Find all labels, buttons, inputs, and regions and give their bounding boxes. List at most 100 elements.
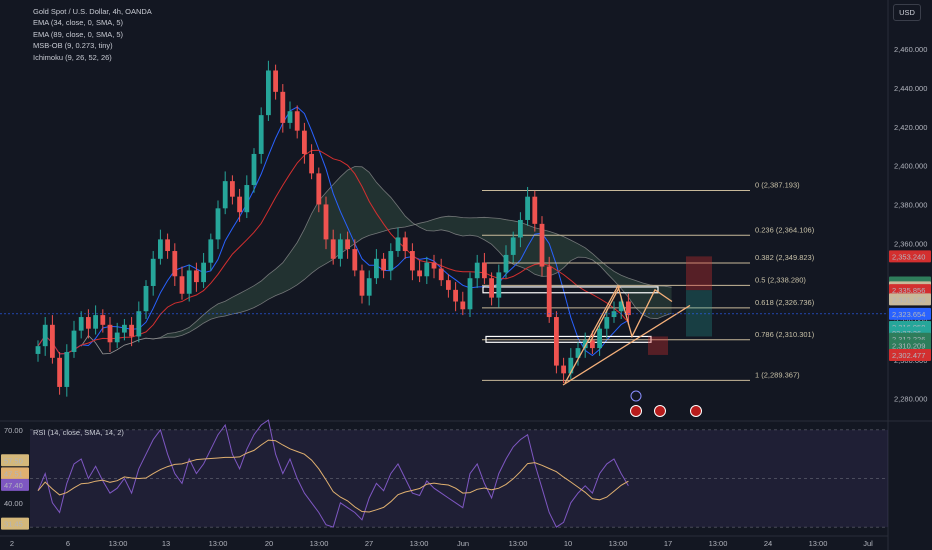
candle-body: [467, 278, 473, 310]
candle-body: [402, 237, 408, 252]
candle-body: [510, 237, 516, 255]
rsi-tick-label: 70.00: [4, 426, 23, 435]
candle-body: [395, 237, 401, 252]
candle-body: [597, 328, 602, 349]
candle-body: [338, 239, 343, 259]
trendline-support: [562, 304, 691, 386]
fib-level-label: 0.382 (2,349.823): [755, 253, 815, 262]
candle-body: [222, 181, 228, 209]
candle-body: [136, 311, 142, 337]
candle-body: [618, 301, 624, 312]
indicator-msb-ob[interactable]: MSB-OB (9, 0.273, tiny): [33, 41, 113, 51]
price-tag: [889, 339, 931, 352]
candle-body: [258, 115, 264, 154]
candle-body: [359, 270, 365, 296]
price-tick-label: 2,440.000: [894, 84, 927, 93]
fib-level-label: 0.618 (2,326.736): [755, 298, 815, 307]
candle-body: [568, 357, 574, 374]
time-tick-label: 13:00: [609, 539, 628, 548]
rsi-tag-label: 47.40: [4, 481, 23, 490]
candle-body: [575, 348, 581, 358]
candle-body: [122, 324, 127, 333]
fib-level-label: 1 (2,289.367): [755, 370, 800, 379]
time-tick-label: 13:00: [310, 539, 329, 548]
candle-body: [561, 365, 566, 374]
candle-body: [453, 289, 458, 302]
rsi-tag: [1, 454, 29, 467]
candle-body: [438, 268, 444, 281]
time-tick-label: 6: [66, 539, 70, 548]
candle-body: [482, 262, 487, 279]
candle-body: [474, 262, 480, 279]
rsi-tag-label: 31.45: [4, 520, 23, 529]
rsi-tag: [1, 478, 29, 491]
indicator-ema34[interactable]: EMA (34, close, 0, SMA, 5): [33, 18, 124, 28]
order-block-upper: [482, 286, 659, 294]
time-tick-label: Jul: [863, 539, 873, 548]
stop-loss-zone: [686, 256, 712, 291]
price-tag-label: 2,310.209: [892, 342, 925, 351]
economic-event-flag-icon: [690, 405, 702, 417]
candle-body: [410, 251, 415, 271]
candle-body: [532, 196, 538, 224]
candle-body: [129, 324, 134, 337]
candle-body: [280, 91, 286, 123]
time-tick-label: 2: [10, 539, 14, 548]
rsi-tick-label: 40.00: [4, 499, 23, 508]
price-tag-label: 2,302.477: [892, 351, 925, 360]
candle-body: [244, 185, 250, 213]
rsi-ma-line: [37, 439, 629, 513]
rsi-tag: [1, 517, 29, 530]
symbol-title[interactable]: Gold Spot / U.S. Dollar, 4h, OANDA: [33, 7, 152, 16]
candle-body: [78, 317, 84, 331]
price-tick-label: 2,420.000: [894, 123, 927, 132]
candle-body: [50, 324, 55, 358]
candle-body: [86, 317, 91, 329]
candle-body: [366, 278, 372, 296]
indicator-ema89[interactable]: EMA (89, close, 0, SMA, 5): [33, 29, 124, 39]
candle-body: [107, 324, 113, 343]
candle-body: [93, 315, 98, 329]
indicator-ichimoku[interactable]: Ichimoku (9, 26, 52, 26): [33, 52, 112, 62]
candle-body: [388, 251, 394, 271]
candle-body: [352, 249, 358, 271]
time-tick-label: 24: [764, 539, 772, 548]
candle-body: [546, 266, 552, 318]
candle-body: [330, 239, 336, 259]
harmonic-pattern: [564, 284, 673, 384]
time-tick-label: 17: [664, 539, 672, 548]
candle-body: [150, 258, 156, 286]
rsi-tag: [1, 467, 29, 480]
ichimoku-cloud: [81, 166, 672, 354]
time-tick-label: 13:00: [109, 539, 128, 548]
candle-body: [208, 239, 214, 263]
price-tag: [889, 250, 931, 263]
candle-body: [323, 204, 329, 240]
time-tick-label: 13:00: [209, 539, 228, 548]
candle-body: [539, 223, 545, 267]
candle-body: [158, 239, 163, 259]
time-tick-label: 27: [365, 539, 373, 548]
rsi-legend[interactable]: RSI (14, close, SMA, 14, 2): [33, 428, 124, 437]
time-tick-label: Jun: [457, 539, 469, 548]
price-tag-label: 2,335.856: [892, 286, 925, 295]
candle-body: [309, 153, 314, 174]
candle-body: [496, 272, 502, 298]
fib-level-label: 0 (2,387.193): [755, 180, 800, 189]
candle-body: [42, 324, 48, 347]
time-tick-label: 13:00: [809, 539, 828, 548]
currency-button[interactable]: USD: [893, 4, 921, 21]
time-tick-label: 10: [564, 539, 572, 548]
candle-body: [294, 111, 300, 131]
candle-body: [237, 196, 242, 213]
candle-body: [287, 111, 293, 123]
candle-body: [446, 280, 451, 290]
fib-level-label: 0.786 (2,310.301): [755, 330, 815, 339]
ichimoku-span-a: [80, 166, 672, 355]
candle-body: [374, 258, 379, 279]
price-tick-label: 2,380.000: [894, 200, 927, 209]
candle-body: [431, 262, 437, 269]
price-tag: [889, 293, 931, 306]
candle-body: [424, 262, 430, 277]
